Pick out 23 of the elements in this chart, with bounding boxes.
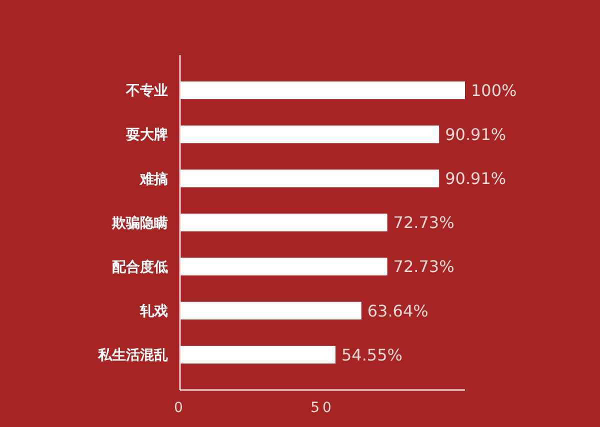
y-tick-label: 私生活混乱 bbox=[97, 348, 168, 364]
data-label: 72.73% bbox=[393, 257, 454, 276]
data-label: 100% bbox=[471, 80, 517, 100]
data-label: 54.55% bbox=[341, 345, 402, 364]
y-tick-label: 难搞 bbox=[139, 170, 168, 188]
data-label: 63.64% bbox=[367, 301, 428, 320]
data-label: 90.91% bbox=[445, 169, 506, 188]
y-tick-label: 欺骗隐瞒 bbox=[111, 214, 168, 232]
y-tick-label: 轧戏 bbox=[139, 304, 168, 320]
bar bbox=[180, 346, 336, 364]
data-label: 90.91% bbox=[445, 124, 506, 144]
y-tick-label: 配合度低 bbox=[112, 258, 168, 276]
data-label: 72.73% bbox=[393, 213, 454, 232]
y-tick-label: 耍大牌 bbox=[125, 127, 168, 144]
bar bbox=[180, 170, 440, 188]
bar bbox=[180, 81, 465, 100]
bar bbox=[180, 126, 440, 144]
bar bbox=[180, 302, 362, 320]
bar bbox=[180, 258, 388, 276]
x-tick-label: 50 bbox=[310, 400, 334, 416]
y-tick-label: 不专业 bbox=[125, 82, 168, 100]
bar bbox=[180, 214, 388, 232]
x-tick-label: 0 bbox=[174, 400, 186, 416]
